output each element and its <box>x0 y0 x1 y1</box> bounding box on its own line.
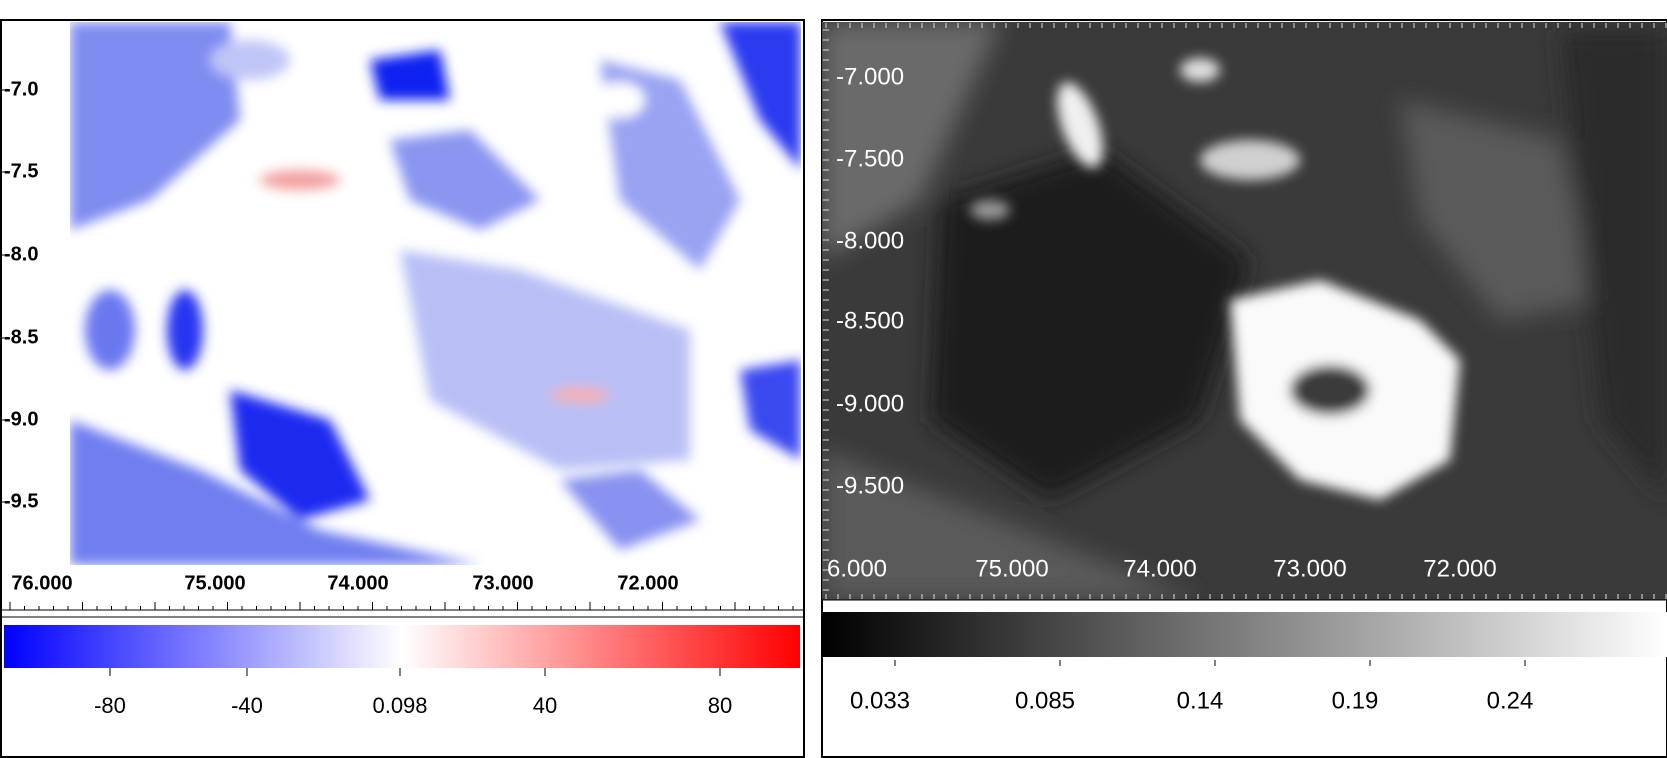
left-panel: -7.0 -7.5 -8.0 -8.5 -9.0 -9.5 76.000 75.000 74.0… <box>0 20 804 757</box>
y-tick-label: -9.0 <box>4 408 38 430</box>
colorbar-label: 0.033 <box>850 687 910 714</box>
colorbar <box>822 612 1667 657</box>
y-tick-label: -7.5 <box>4 160 38 182</box>
colorbar-label: 0.19 <box>1332 687 1379 714</box>
x-tick-label: 76.000 <box>11 572 72 594</box>
right-panel: -7.000 -7.500 -8.000 -8.500 -9.000 -9.500 6.00… <box>822 20 1667 757</box>
y-tick-label: -9.500 <box>836 472 904 499</box>
colorbar-label: 0.098 <box>372 693 427 718</box>
colorbar-label: 40 <box>533 693 557 718</box>
x-tick-label: 74.000 <box>327 572 388 594</box>
colorbar-label: 80 <box>708 693 732 718</box>
y-tick-label: -7.0 <box>4 78 38 100</box>
y-tick-label: -7.000 <box>836 63 904 90</box>
intensity-image <box>822 22 1667 600</box>
x-tick-label: 73.000 <box>472 572 533 594</box>
colorbar-label: 0.085 <box>1015 687 1075 714</box>
velocity-image <box>70 22 801 565</box>
x-tick-label: 75.000 <box>184 572 245 594</box>
colorbar <box>4 625 800 668</box>
colorbar-label: 0.14 <box>1177 687 1224 714</box>
y-tick-label: -8.000 <box>836 227 904 254</box>
colorbar-label: 0.24 <box>1487 687 1534 714</box>
y-tick-label: -7.500 <box>836 145 904 172</box>
x-tick-label: 72.000 <box>617 572 678 594</box>
x-tick-label: 75.000 <box>975 555 1048 582</box>
screen: -7.0 -7.5 -8.0 -8.5 -9.0 -9.5 76.000 75.000 74.0… <box>0 0 1667 758</box>
y-tick-label: -9.000 <box>836 390 904 417</box>
y-tick-label: -8.5 <box>4 326 38 348</box>
x-tick-label: 74.000 <box>1123 555 1196 582</box>
colorbar-label: -40 <box>231 693 263 718</box>
y-tick-label: -9.5 <box>4 490 38 512</box>
x-tick-label: 73.000 <box>1273 555 1346 582</box>
y-tick-label: -8.0 <box>4 243 38 265</box>
x-tick-label: 72.000 <box>1423 555 1496 582</box>
y-tick-label: -8.500 <box>836 307 904 334</box>
x-tick-label: 6.000 <box>827 555 887 582</box>
colorbar-label: -80 <box>94 693 126 718</box>
